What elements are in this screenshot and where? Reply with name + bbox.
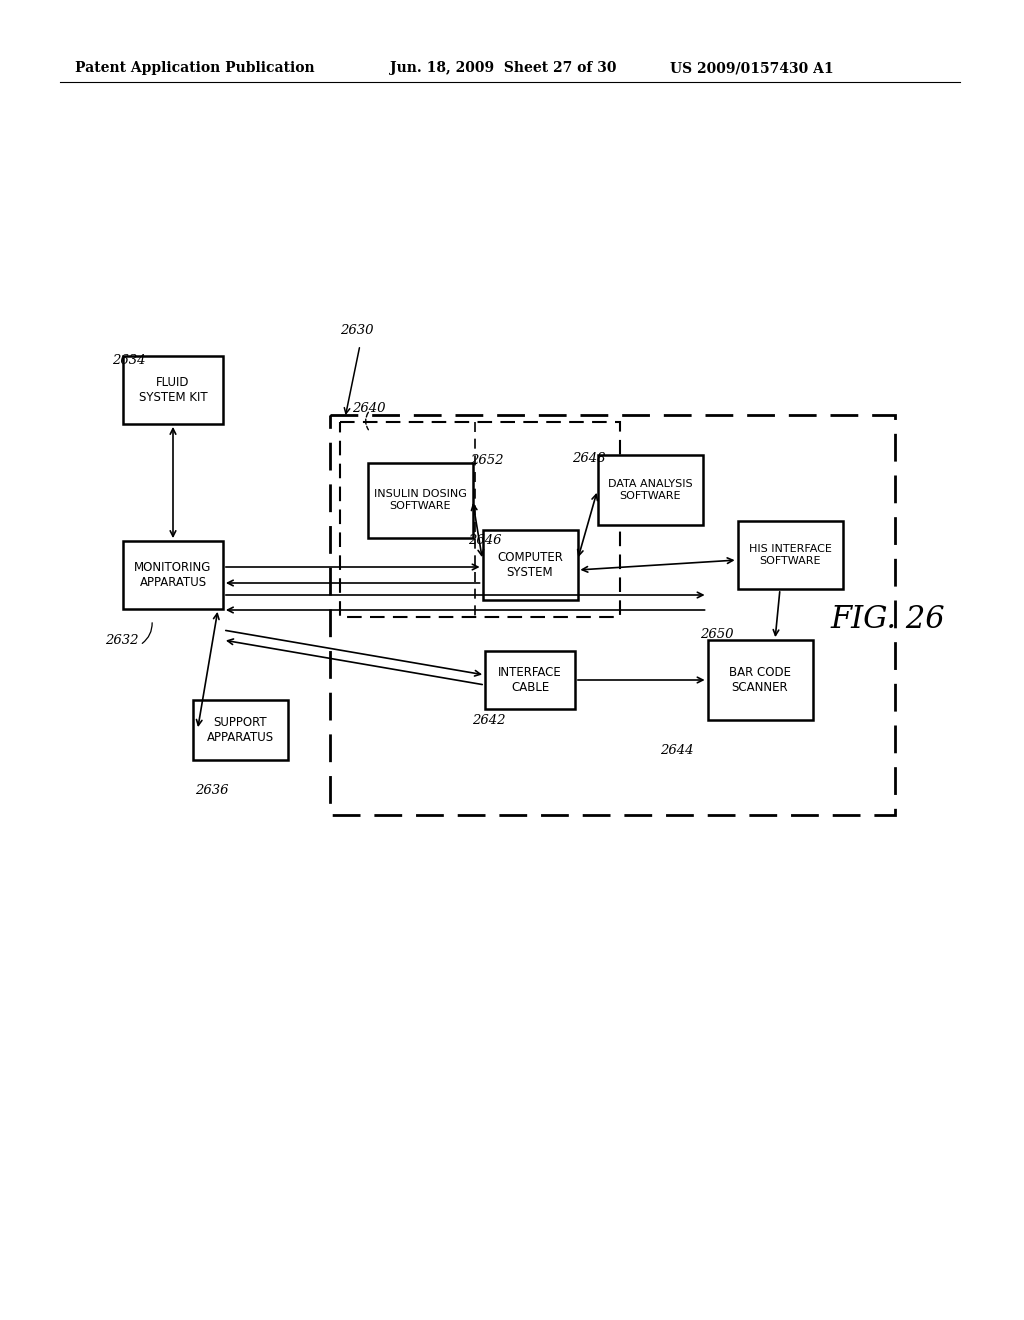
Text: 2642: 2642 [472,714,506,726]
Bar [482,531,578,601]
Text: Patent Application Publication: Patent Application Publication [75,61,314,75]
Text: INTERFACE
CABLE: INTERFACE CABLE [498,667,562,694]
Text: BAR CODE
SCANNER: BAR CODE SCANNER [729,667,791,694]
Text: HIS INTERFACE
SOFTWARE: HIS INTERFACE SOFTWARE [749,544,831,566]
Bar [330,414,895,814]
Bar [485,651,575,709]
Text: Jun. 18, 2009  Sheet 27 of 30: Jun. 18, 2009 Sheet 27 of 30 [390,61,616,75]
Text: 2632: 2632 [105,634,138,647]
Text: COMPUTER
SYSTEM: COMPUTER SYSTEM [497,550,563,579]
Text: 2634: 2634 [112,354,145,367]
Bar [123,541,223,609]
Text: SUPPORT
APPARATUS: SUPPORT APPARATUS [207,715,273,744]
Bar [368,462,472,537]
Text: 2650: 2650 [700,628,733,642]
Text: 2646: 2646 [468,533,502,546]
Text: FIG. 26: FIG. 26 [830,605,944,635]
Text: US 2009/0157430 A1: US 2009/0157430 A1 [670,61,834,75]
Text: 2652: 2652 [470,454,504,466]
Text: 2644: 2644 [660,743,693,756]
Bar [193,700,288,760]
Text: 2630: 2630 [340,323,374,337]
Bar [123,356,223,424]
Text: DATA ANALYSIS
SOFTWARE: DATA ANALYSIS SOFTWARE [607,479,692,500]
Text: 2648: 2648 [572,451,605,465]
Bar [708,640,812,719]
Bar [340,422,620,616]
Bar [737,521,843,589]
Text: FLUID
SYSTEM KIT: FLUID SYSTEM KIT [138,376,207,404]
Bar [597,455,702,525]
Text: INSULIN DOSING
SOFTWARE: INSULIN DOSING SOFTWARE [374,490,467,511]
Text: MONITORING
APPARATUS: MONITORING APPARATUS [134,561,212,589]
Text: 2636: 2636 [195,784,228,796]
Text: 2640: 2640 [352,401,385,414]
